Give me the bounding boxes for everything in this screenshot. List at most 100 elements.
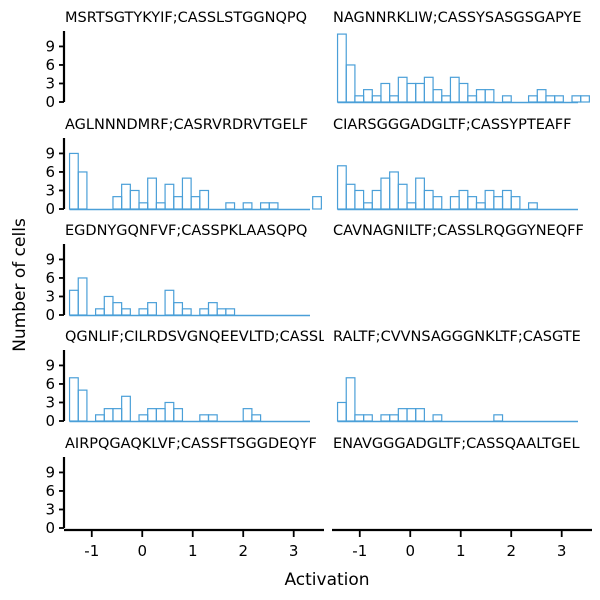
histogram-bar xyxy=(545,95,556,103)
facet-title: RALTF;CVVNSAGGGNKLTF;CASGTE xyxy=(333,329,581,345)
histogram-bar xyxy=(199,414,210,422)
histogram-bar xyxy=(94,308,105,316)
facet-panel: MSRTSGTYKYIF;CASSLSTGGNQPQ xyxy=(65,10,307,26)
y-tick-label: 0 xyxy=(45,306,55,324)
histogram-bar xyxy=(484,89,495,103)
histogram-bar xyxy=(68,289,79,316)
histogram-bar xyxy=(199,308,210,316)
histogram-bar xyxy=(336,33,347,103)
y-tick-label: 6 xyxy=(45,375,55,393)
histogram-bar xyxy=(571,95,582,103)
histogram-bar xyxy=(510,196,521,210)
histogram-bar xyxy=(68,152,79,210)
histogram-bar xyxy=(77,389,88,422)
histogram-bar xyxy=(363,89,373,103)
histogram-bar xyxy=(354,189,365,210)
histogram-bar xyxy=(138,308,149,316)
facet-title: AGLNNNDMRF;CASRVRDRVTGELF xyxy=(65,117,308,133)
x-tick-label: 1 xyxy=(188,542,198,560)
histogram-bar xyxy=(406,82,417,103)
facet-panel: CAVNAGNILTF;CASSLRQGGYNEQFF xyxy=(333,223,584,239)
histogram-bar xyxy=(121,395,131,422)
histogram-bar xyxy=(345,377,356,422)
histogram-bar xyxy=(121,308,131,316)
x-tick-label: 3 xyxy=(289,542,299,560)
y-tick-label: 3 xyxy=(45,500,55,518)
facet-panel: EGDNYGQNFVF;CASSPKLAASQPQ xyxy=(65,223,310,317)
histogram-bar xyxy=(173,196,184,210)
histogram-bar xyxy=(493,414,504,422)
histogram-bar xyxy=(389,414,399,422)
histogram-bar xyxy=(199,189,210,210)
histogram-bar xyxy=(415,82,425,103)
histogram-bar xyxy=(354,414,365,422)
facet-title: ENAVGGGADGLTF;CASSQAALTGEL xyxy=(333,436,580,452)
histogram-bar xyxy=(475,202,486,210)
histogram-bar xyxy=(251,414,262,422)
histogram-bar xyxy=(147,302,157,316)
histogram-bar xyxy=(68,377,79,422)
histogram-bar xyxy=(363,414,373,422)
facet-title: CAVNAGNILTF;CASSLRQGGYNEQFF xyxy=(333,223,584,239)
histogram-bar xyxy=(423,76,434,103)
y-tick-label: 9 xyxy=(45,463,55,481)
facet-panel: AIRPQGAQKLVF;CASSFTSGGDEQYF xyxy=(65,436,317,452)
histogram-bar xyxy=(449,76,460,103)
histogram-bar xyxy=(423,189,434,210)
y-tick-label: 6 xyxy=(45,482,55,500)
histogram-bar xyxy=(389,95,399,103)
histogram-bar xyxy=(164,183,175,210)
x-tick-label: 2 xyxy=(238,542,248,560)
histogram-bar xyxy=(406,408,417,422)
histogram-bar xyxy=(380,177,391,210)
y-tick-label: 9 xyxy=(45,37,55,55)
y-tick-label: 3 xyxy=(45,181,55,199)
histogram-bar xyxy=(336,165,347,210)
facet-panel: QGNLIF;CILRDSVGNQEEVLTD;CASSL xyxy=(65,329,326,423)
y-tick-label: 0 xyxy=(45,93,55,111)
x-tick-label: 2 xyxy=(506,542,516,560)
y-tick-label: 9 xyxy=(45,356,55,374)
histogram-bar xyxy=(103,295,114,316)
histogram-bar xyxy=(580,95,590,103)
histogram-bar xyxy=(536,89,547,103)
y-tick-label: 6 xyxy=(45,269,55,287)
histogram-bar xyxy=(397,408,408,422)
histogram-bar xyxy=(173,302,184,316)
histogram-bar xyxy=(501,189,512,210)
histogram-bar xyxy=(207,414,218,422)
histogram-bar xyxy=(147,408,157,422)
histogram-bar xyxy=(380,414,391,422)
x-tick-label: 0 xyxy=(137,542,147,560)
histogram-bar xyxy=(181,308,192,316)
histogram-bar xyxy=(371,189,382,210)
histogram-bar xyxy=(336,401,347,422)
y-tick-label: 3 xyxy=(45,74,55,92)
facet-title: QGNLIF;CILRDSVGNQEEVLTD;CASSL xyxy=(65,329,326,345)
facet-title: CIARSGGGADGLTF;CASSYPTEAFF xyxy=(333,117,571,133)
histogram-bar xyxy=(164,401,175,422)
histogram-bar xyxy=(112,196,123,210)
facet-panel: CIARSGGGADGLTF;CASSYPTEAFF xyxy=(333,117,578,211)
histogram-bar xyxy=(103,408,114,422)
facet-panel: ENAVGGGADGLTF;CASSQAALTGEL xyxy=(333,436,580,452)
histogram-bar xyxy=(345,183,356,210)
histogram-bar xyxy=(458,82,469,103)
histogram-bar xyxy=(406,202,417,210)
y-tick-label: 0 xyxy=(45,519,55,537)
histogram-bar xyxy=(259,202,270,210)
histogram-bar xyxy=(415,177,425,210)
facet-title: NAGNNRKLIW;CASSYSASGSGAPYE xyxy=(333,10,582,26)
histogram-bar xyxy=(164,289,175,316)
histogram-bar xyxy=(242,202,253,210)
histogram-bar xyxy=(363,202,373,210)
facet-panel: AGLNNNDMRF;CASRVRDRVTGELF xyxy=(65,117,322,211)
histogram-bar xyxy=(207,302,218,316)
histogram-bar xyxy=(458,189,469,210)
histogram-bar xyxy=(112,302,123,316)
facet-title: EGDNYGQNFVF;CASSPKLAASQPQ xyxy=(65,223,307,239)
y-axis-title: Number of cells xyxy=(10,218,30,352)
histogram-bar xyxy=(77,171,88,210)
